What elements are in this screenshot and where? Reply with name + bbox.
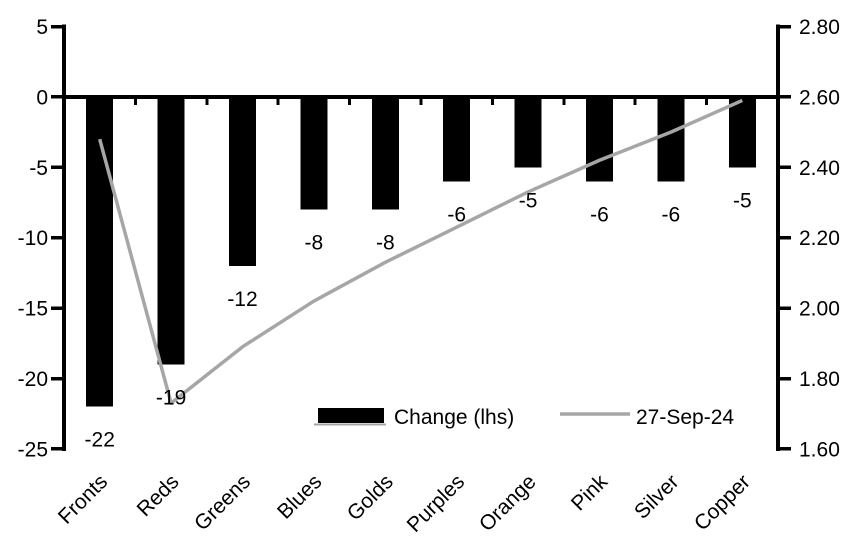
category-label-greens: Greens — [190, 470, 255, 535]
bar-data-label: -6 — [590, 203, 609, 226]
series-line-27-sep-24 — [98, 98, 744, 405]
bar-copper — [728, 96, 756, 168]
left-axis-tick-label: 5 — [36, 16, 48, 39]
bar-data-label: -5 — [733, 189, 752, 212]
legend-label-change-lhs: Change (lhs) — [394, 406, 514, 429]
category-label-purples: Purples — [403, 470, 470, 537]
bar-data-label: -6 — [662, 203, 681, 226]
bar-blues — [300, 96, 328, 210]
category-label-reds: Reds — [133, 470, 184, 521]
right-axis-tick-label: 1.80 — [799, 368, 840, 391]
bar-data-label: -12 — [227, 288, 257, 311]
left-axis-tick-label: 0 — [36, 86, 48, 109]
bar-data-label: -6 — [447, 203, 466, 226]
category-label-fronts: Fronts — [54, 470, 112, 528]
bar-data-label: -22 — [85, 429, 115, 452]
bar-data-label: -19 — [156, 386, 186, 409]
right-axis-tick-label: 1.60 — [799, 438, 840, 461]
bar-data-label: -5 — [519, 189, 538, 212]
right-axis-tick-label: 2.20 — [799, 227, 840, 250]
left-axis-tick-label: -20 — [18, 368, 48, 391]
right-axis-tick-label: 2.40 — [799, 157, 840, 180]
category-label-orange: Orange — [475, 470, 541, 536]
legend-swatch-bar — [318, 408, 384, 423]
right-axis-tick-label: 2.00 — [799, 298, 840, 321]
bar-greens — [229, 96, 256, 266]
category-label-silver: Silver — [630, 470, 683, 523]
left-axis-tick-label: -15 — [18, 298, 48, 321]
bar-data-label: -8 — [305, 232, 324, 255]
legend-label-27-sep-24: 27-Sep-24 — [636, 406, 734, 429]
right-axis-tick-label: 2.60 — [799, 86, 840, 109]
category-label-pink: Pink — [567, 470, 613, 516]
bar-golds — [371, 96, 399, 210]
left-axis-tick-label: -10 — [18, 227, 48, 250]
bar-purples — [443, 96, 471, 182]
bar-silver — [657, 96, 685, 182]
bar-pink — [586, 96, 613, 182]
left-axis-tick-label: -5 — [29, 157, 48, 180]
bar-orange — [514, 96, 542, 168]
bar-fronts — [86, 96, 114, 407]
right-axis-tick-label: 2.80 — [799, 16, 840, 39]
category-label-blues: Blues — [273, 470, 326, 523]
category-label-copper: Copper — [690, 470, 755, 535]
category-label-golds: Golds — [343, 470, 398, 525]
left-axis-tick-label: -25 — [18, 438, 48, 461]
bar-reds — [157, 96, 185, 365]
bar-data-label: -8 — [376, 232, 395, 255]
